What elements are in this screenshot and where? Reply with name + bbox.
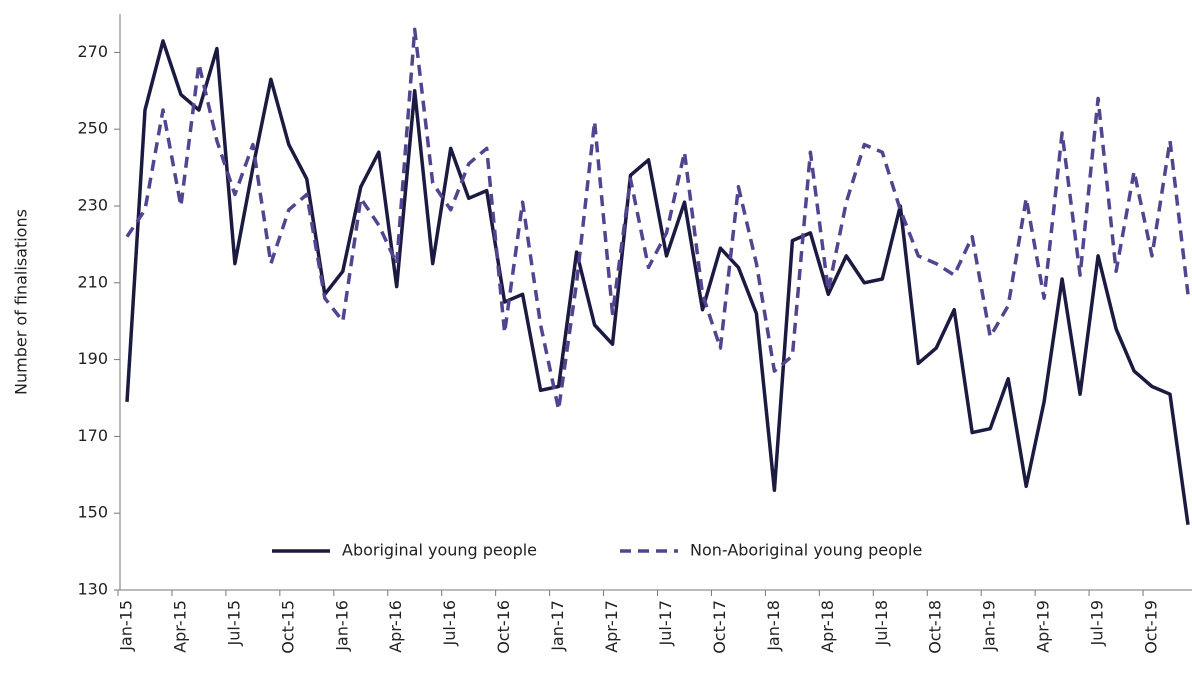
series-line	[125, 39, 1190, 525]
x-tick-label: Oct-17	[710, 600, 729, 654]
legend-label: Aboriginal young people	[342, 541, 537, 560]
x-tick-label: Jan-18	[764, 600, 783, 652]
series-line	[125, 27, 1190, 412]
x-tick-label: Apr-18	[818, 600, 837, 653]
y-tick-label: 270	[77, 42, 108, 61]
x-tick-label: Jan-17	[548, 600, 567, 652]
y-tick-label: 230	[77, 196, 108, 215]
x-tick-label: Jul-18	[872, 600, 891, 646]
x-tick-label: Jul-15	[224, 600, 243, 646]
y-tick-label: 130	[77, 580, 108, 599]
y-tick-label: 210	[77, 272, 108, 291]
x-tick-label: Jul-16	[440, 600, 459, 646]
x-tick-label: Apr-16	[386, 600, 405, 653]
x-tick-label: Apr-19	[1034, 600, 1053, 653]
x-tick-label: Oct-18	[926, 600, 945, 654]
y-tick-label: 150	[77, 503, 108, 522]
y-tick-label: 250	[77, 119, 108, 138]
x-tick-label: Oct-16	[494, 600, 513, 654]
x-tick-label: Jul-19	[1088, 600, 1107, 646]
x-tick-label: Apr-15	[170, 600, 189, 653]
x-tick-label: Jul-17	[656, 600, 675, 646]
y-axis-title: Number of finalisations	[12, 209, 31, 395]
x-tick-label: Jan-16	[332, 600, 351, 652]
x-tick-label: Oct-19	[1142, 600, 1161, 654]
y-tick-label: 190	[77, 349, 108, 368]
x-tick-label: Oct-15	[278, 600, 297, 654]
x-tick-label: Jan-15	[117, 600, 136, 652]
legend-label: Non-Aboriginal young people	[690, 541, 922, 560]
x-tick-label: Jan-19	[980, 600, 999, 652]
x-tick-label: Apr-17	[602, 600, 621, 653]
y-tick-label: 170	[77, 426, 108, 445]
